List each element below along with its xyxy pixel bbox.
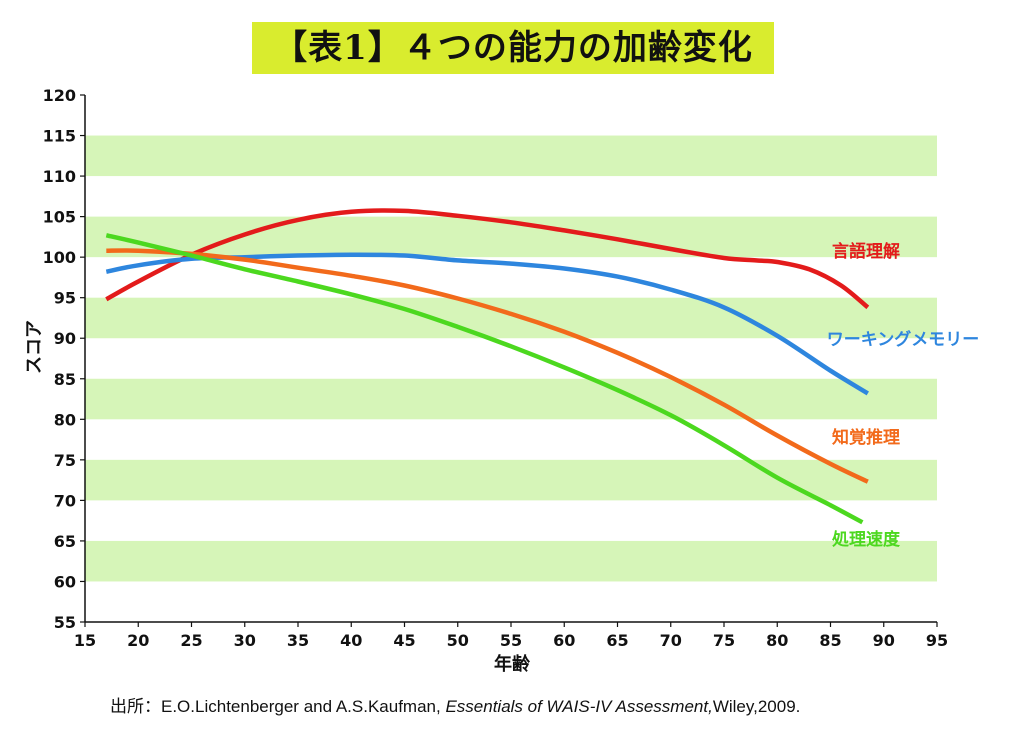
y-tick-label: 55: [54, 613, 76, 632]
grid-band: [85, 297, 937, 339]
x-tick-label: 50: [447, 631, 469, 650]
x-tick-label: 35: [287, 631, 309, 650]
y-tick-label: 115: [43, 127, 76, 146]
source-book-title: Essentials of WAIS-IV Assessment,: [445, 697, 713, 716]
x-tick-label: 95: [926, 631, 948, 650]
series-label-working-memory: ワーキングメモリー: [827, 329, 980, 350]
y-tick-label: 120: [43, 86, 76, 105]
x-tick-label: 40: [340, 631, 362, 650]
series-line-processing-speed: [105, 233, 864, 525]
grid-band: [85, 540, 937, 582]
x-tick-label: 20: [127, 631, 149, 650]
series-line-verbal: [105, 208, 870, 310]
y-tick-label: 80: [54, 410, 76, 429]
source-suffix: Wiley,2009.: [712, 697, 801, 716]
y-tick-label: 60: [54, 572, 76, 591]
x-tick-label: 55: [500, 631, 522, 650]
series-label-perceptual: 知覚推理: [831, 427, 900, 448]
x-tick-label: 80: [766, 631, 788, 650]
x-tick-label: 75: [713, 631, 735, 650]
x-tick-label: 70: [660, 631, 682, 650]
x-tick-label: 85: [819, 631, 841, 650]
x-tick-label: 65: [606, 631, 628, 650]
x-tick-label: 25: [180, 631, 202, 650]
source-prefix: 出所：E.O.Lichtenberger and A.S.Kaufman,: [110, 697, 446, 716]
y-tick-label: 90: [54, 329, 76, 348]
y-tick-label: 75: [54, 451, 76, 470]
grid-band: [85, 378, 937, 420]
x-tick-label: 60: [553, 631, 575, 650]
source-citation: 出所：E.O.Lichtenberger and A.S.Kaufman, Es…: [110, 692, 800, 717]
x-tick-label: 90: [873, 631, 895, 650]
y-axis-label: スコア: [24, 320, 45, 374]
chart-title: 【表1】４つの能力の加齢変化: [273, 28, 753, 68]
grid-band: [85, 459, 937, 501]
series-line-perceptual: [106, 248, 869, 484]
y-tick-label: 100: [43, 248, 76, 267]
x-tick-label: 30: [234, 631, 256, 650]
series-label-processing-speed: 処理速度: [831, 529, 901, 550]
title-background: [252, 22, 774, 74]
series-label-verbal: 言語理解: [832, 241, 900, 262]
y-tick-label: 105: [43, 208, 76, 227]
y-tick-label: 65: [54, 532, 76, 551]
x-axis-label: 年齢: [494, 653, 531, 675]
x-tick-label: 15: [74, 631, 96, 650]
y-tick-label: 95: [54, 289, 76, 308]
x-tick-label: 45: [393, 631, 415, 650]
y-tick-label: 70: [54, 491, 76, 510]
grid-band: [85, 135, 937, 177]
y-tick-label: 110: [43, 167, 76, 186]
y-tick-label: 85: [54, 370, 76, 389]
